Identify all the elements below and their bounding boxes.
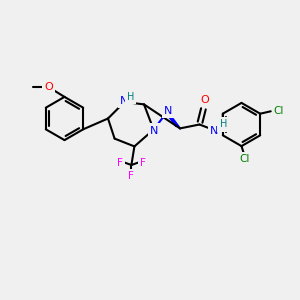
Text: N: N <box>150 125 158 136</box>
Text: H: H <box>220 119 227 130</box>
Text: H: H <box>127 92 134 102</box>
Text: F: F <box>140 158 146 169</box>
Text: N: N <box>210 126 218 136</box>
Text: N: N <box>120 96 128 106</box>
Text: N: N <box>164 106 172 116</box>
Text: O: O <box>200 95 209 105</box>
Text: Cl: Cl <box>239 154 250 164</box>
Text: O: O <box>44 82 53 92</box>
Text: F: F <box>117 158 123 169</box>
Text: Cl: Cl <box>274 106 284 116</box>
Text: F: F <box>128 171 134 182</box>
